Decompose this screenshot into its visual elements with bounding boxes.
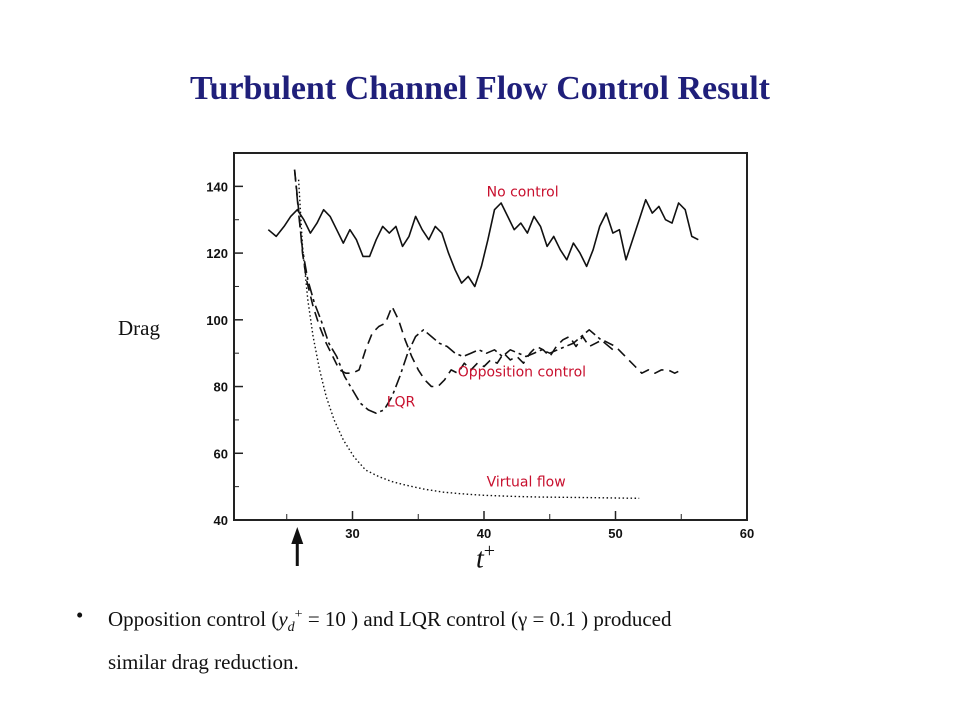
x-tick-label: 30 xyxy=(345,526,359,541)
control-start-arrow xyxy=(291,527,304,566)
x-tick-label: 50 xyxy=(608,526,622,541)
x-tick-label: 60 xyxy=(740,526,754,541)
series-label-no-control: No control xyxy=(487,184,559,200)
series-line-lqr xyxy=(293,169,614,414)
y-tick-label: 140 xyxy=(206,179,228,194)
bullet-icon: • xyxy=(76,603,84,627)
series-line-no-control xyxy=(267,198,699,288)
x-tick-label: 40 xyxy=(477,526,491,541)
bullet-text: Opposition control (yd+ = 10 ) and LQR c… xyxy=(108,607,672,675)
y-tick-label: 80 xyxy=(214,380,228,395)
arrow-head xyxy=(291,527,304,544)
y-tick-label: 60 xyxy=(214,446,228,461)
y-axis-label: Drag xyxy=(118,316,160,340)
series-line-virtual-flow xyxy=(297,179,640,499)
y-tick-label: 120 xyxy=(206,246,228,261)
y-tick-label: 40 xyxy=(214,513,228,528)
series-line-opposition-control xyxy=(293,169,682,388)
series-label-opposition-control: Opposition control xyxy=(458,365,586,381)
series-label-lqr: LQR xyxy=(387,395,416,411)
y-tick-label: 100 xyxy=(206,313,228,328)
slide-title: Turbulent Channel Flow Control Result xyxy=(190,70,770,107)
series-label-virtual-flow: Virtual flow xyxy=(487,475,566,491)
x-axis-label: t+ xyxy=(476,540,496,575)
plot-frame xyxy=(233,152,748,521)
